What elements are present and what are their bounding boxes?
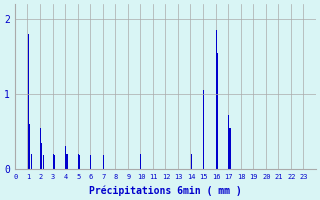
Bar xyxy=(228,115,229,169)
Bar xyxy=(90,155,91,169)
Bar xyxy=(78,154,79,169)
Bar xyxy=(217,53,218,169)
Bar xyxy=(29,124,30,169)
Bar xyxy=(66,154,68,169)
Bar xyxy=(43,155,44,169)
Bar xyxy=(15,139,16,169)
Bar xyxy=(103,155,104,169)
Bar xyxy=(190,154,192,169)
Bar xyxy=(52,154,54,169)
Bar xyxy=(65,146,66,169)
Bar xyxy=(54,155,55,169)
Bar xyxy=(31,154,32,169)
Bar xyxy=(203,90,204,169)
Bar xyxy=(229,128,230,169)
Bar xyxy=(79,155,80,169)
Bar xyxy=(216,30,217,169)
Bar xyxy=(40,128,41,169)
Bar xyxy=(140,154,141,169)
Bar xyxy=(41,143,43,169)
X-axis label: Précipitations 6min ( mm ): Précipitations 6min ( mm ) xyxy=(89,185,242,196)
